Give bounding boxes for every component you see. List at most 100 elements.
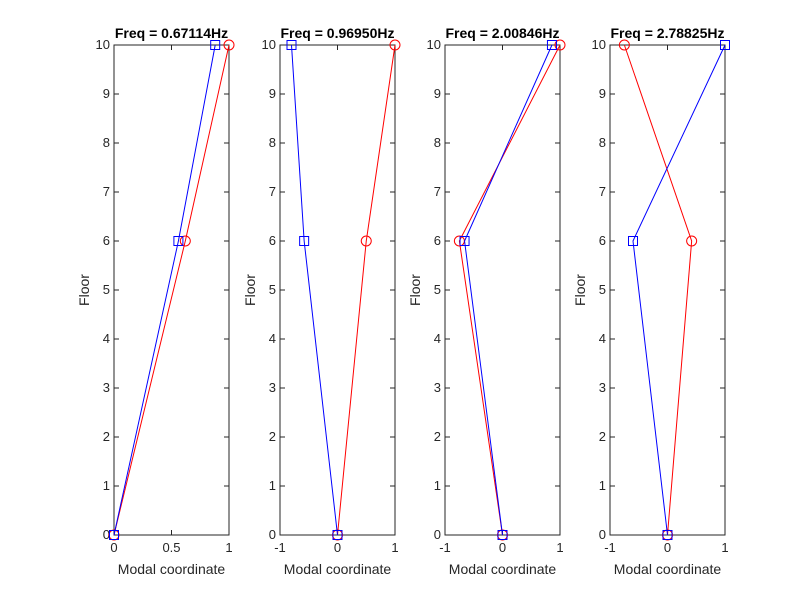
series-line-1: [113, 44, 230, 536]
x-tick-label: 0: [110, 540, 117, 555]
series-line-2: [632, 44, 726, 536]
y-axis-label: Floor: [572, 274, 588, 306]
x-axis-label: Modal coordinate: [614, 561, 722, 577]
axes-box: [279, 44, 396, 536]
y-tick-label: 3: [599, 380, 606, 395]
y-tick-label: 8: [103, 135, 110, 150]
chart-title: Freq = 2.00846Hz: [445, 25, 559, 41]
axes-box: [609, 44, 726, 536]
y-tick-label: 7: [434, 184, 441, 199]
y-tick-label: 5: [599, 282, 606, 297]
data-point-circle: [686, 235, 698, 247]
y-tick-label: 2: [599, 429, 606, 444]
y-axis-label: Floor: [76, 274, 92, 306]
data-point-circle: [223, 39, 235, 51]
y-tick-label: 10: [96, 37, 110, 52]
x-axis-label: Modal coordinate: [118, 561, 226, 577]
y-tick-label: 7: [103, 184, 110, 199]
data-point-circle: [179, 235, 191, 247]
chart-title: Freq = 2.78825Hz: [610, 25, 724, 41]
y-tick-label: 9: [103, 86, 110, 101]
y-tick-label: 5: [269, 282, 276, 297]
data-point-circle: [389, 39, 401, 51]
axes-box: [444, 44, 561, 536]
data-point-square: [497, 530, 508, 540]
y-tick-label: 4: [103, 331, 110, 346]
y-tick-label: 8: [599, 135, 606, 150]
data-point-square: [286, 40, 297, 50]
y-tick-label: 3: [103, 380, 110, 395]
panel-1: 0 1 2 3 4 5 6 7 8 9 10 0 0.5 1 Freq = 0.67114Hz Modal c…: [76, 25, 235, 577]
data-point-square: [299, 236, 310, 246]
data-point-square: [332, 530, 343, 540]
y-tick-label: 0: [599, 527, 606, 542]
data-point-square: [210, 40, 221, 50]
y-tick-label: 10: [427, 37, 441, 52]
chart-title: Freq = 0.67114Hz: [115, 25, 228, 41]
y-tick-label: 0: [434, 527, 441, 542]
y-tick-label: 3: [269, 380, 276, 395]
x-tick-label: 0.5: [162, 540, 180, 555]
y-tick-label: 7: [599, 184, 606, 199]
y-tick-label: 6: [434, 233, 441, 248]
y-tick-label: 5: [103, 282, 110, 297]
series-line-2: [291, 44, 338, 536]
y-tick-label: 6: [269, 233, 276, 248]
y-tick-label: 2: [103, 429, 110, 444]
y-axis-label: Floor: [242, 274, 258, 306]
y-tick-label: 2: [434, 429, 441, 444]
x-tick-label: 1: [556, 540, 563, 555]
data-point-square: [628, 236, 638, 246]
y-tick-label: 6: [103, 233, 110, 248]
y-tick-label: 10: [592, 37, 606, 52]
y-tick-label: 8: [269, 135, 276, 150]
y-tick-label: 1: [103, 478, 110, 493]
data-point-square: [173, 236, 184, 246]
x-tick-label: 0: [499, 540, 506, 555]
y-tick-label: 9: [599, 86, 606, 101]
x-tick-label: -1: [274, 540, 286, 555]
data-point-square: [109, 530, 119, 540]
y-tick-label: 9: [269, 86, 276, 101]
y-tick-label: 7: [269, 184, 276, 199]
series-line-2: [464, 44, 553, 536]
series-line-2: [113, 44, 216, 536]
x-tick-label: 0: [664, 540, 671, 555]
data-point-square: [459, 236, 470, 246]
series-line-1: [458, 44, 561, 536]
y-tick-label: 9: [434, 86, 441, 101]
y-tick-label: 8: [434, 135, 441, 150]
x-tick-label: 1: [225, 540, 232, 555]
data-point-circle: [554, 39, 566, 51]
data-point-circle: [360, 235, 372, 247]
data-point-square: [720, 40, 730, 50]
series-line-1: [623, 44, 693, 536]
y-tick-label: 0: [103, 527, 110, 542]
y-tick-label: 0: [269, 527, 276, 542]
y-tick-label: 4: [434, 331, 441, 346]
data-point-circle: [618, 39, 630, 51]
x-tick-label: -1: [604, 540, 616, 555]
data-point-square: [662, 530, 673, 540]
y-tick-label: 4: [269, 331, 276, 346]
y-tick-label: 3: [434, 380, 441, 395]
y-tick-label: 1: [434, 478, 441, 493]
x-axis-label: Modal coordinate: [449, 561, 557, 577]
data-point-square: [546, 40, 557, 50]
y-tick-label: 6: [599, 233, 606, 248]
y-axis-label: Floor: [407, 274, 423, 306]
y-tick-label: 4: [599, 331, 606, 346]
x-axis-label: Modal coordinate: [284, 561, 392, 577]
y-tick-label: 2: [269, 429, 276, 444]
y-tick-label: 10: [262, 37, 276, 52]
x-tick-label: -1: [439, 540, 451, 555]
chart-title: Freq = 0.96950Hz: [280, 25, 394, 41]
x-tick-label: 1: [391, 540, 398, 555]
y-tick-label: 1: [269, 478, 276, 493]
axes-box: [113, 44, 230, 536]
x-tick-label: 0: [334, 540, 341, 555]
